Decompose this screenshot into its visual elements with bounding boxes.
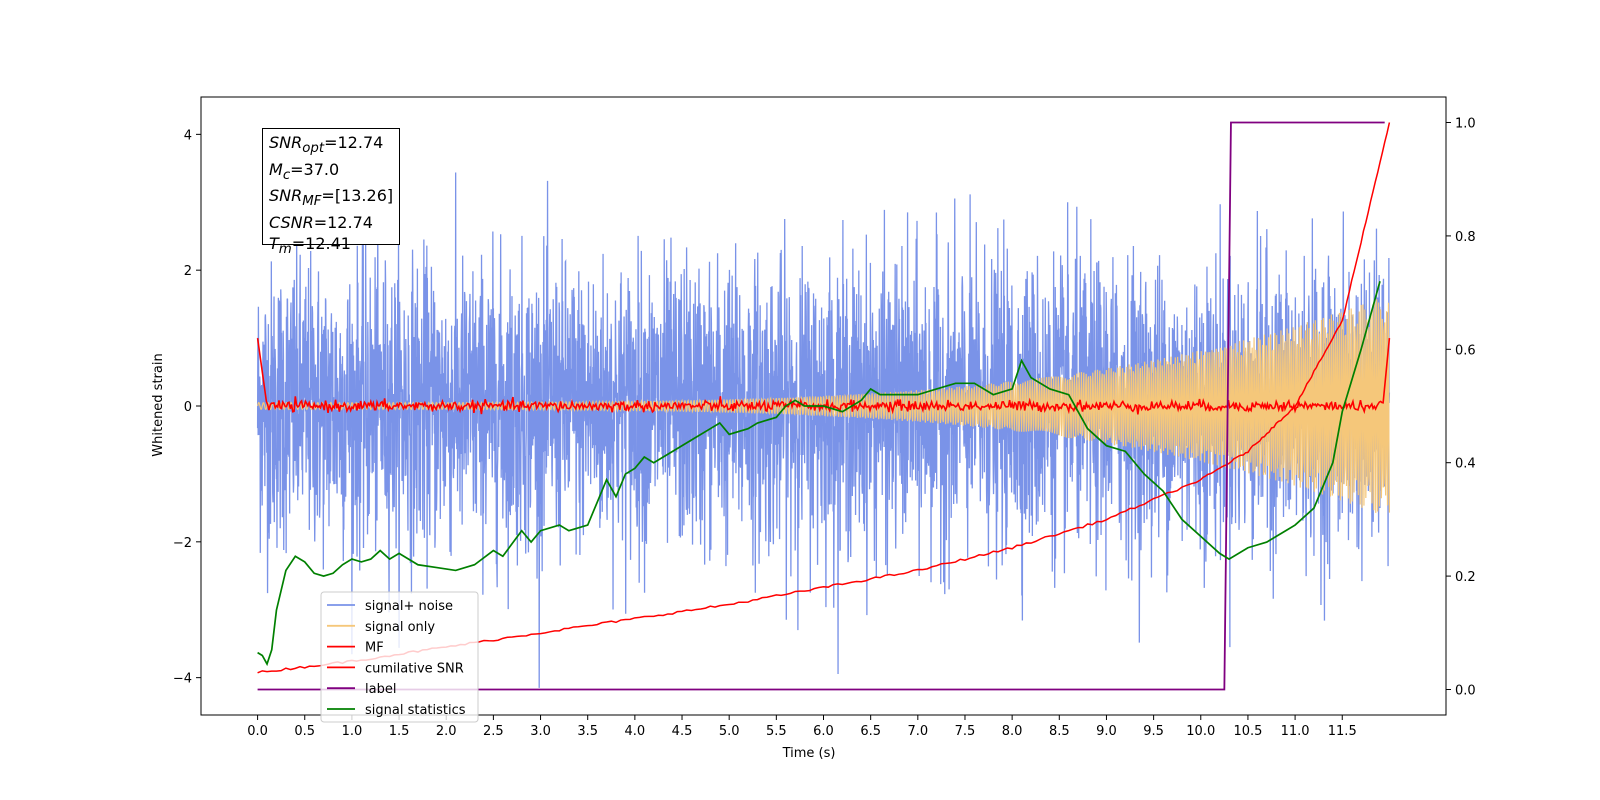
info-line-snr-mf: SNRMF=[13.26]: [269, 186, 393, 213]
legend-label: MF: [365, 641, 384, 656]
info-symbol: SNR: [269, 186, 303, 206]
legend-box: [320, 591, 479, 723]
x-tick-label: 8.5: [1049, 724, 1070, 739]
x-tick-label: 9.5: [1143, 724, 1164, 739]
x-tick-label: 7.0: [907, 724, 928, 739]
y-tick-label: 4: [184, 128, 192, 143]
legend-label: signal only: [365, 620, 435, 635]
legend-label: cumilative SNR: [365, 661, 464, 676]
y-axis-label: Whitened strain: [151, 353, 166, 456]
info-symbol: SNR: [269, 133, 303, 152]
x-tick-label: 11.0: [1281, 724, 1310, 739]
y2-tick-label: 1.0: [1455, 117, 1476, 132]
x-tick-label: 6.0: [813, 724, 834, 739]
info-symbol: T: [269, 233, 279, 253]
legend-label: signal statistics: [365, 703, 466, 718]
y-tick-label: 2: [184, 264, 192, 279]
x-axis-label: Time (s): [782, 746, 836, 761]
info-line-csnr: CSNR=12.74: [269, 213, 393, 234]
series-signal-statistics: [257, 281, 1381, 667]
info-value: =12.41: [291, 233, 351, 253]
info-value: =12.74: [324, 133, 384, 152]
legend: signal+ noise signal only MF cumilative SNR…: [320, 591, 479, 723]
y-tick-label: −4: [173, 672, 192, 687]
x-tick-label: 9.0: [1096, 724, 1117, 739]
y2-tick-label: 0.2: [1455, 570, 1476, 585]
x-tick-label: 5.5: [766, 724, 787, 739]
info-value: =12.74: [313, 213, 373, 233]
info-symbol: CSNR: [269, 213, 314, 233]
x-tick-label: 1.5: [389, 724, 410, 739]
x-tick-label: 1.0: [342, 724, 363, 739]
x-tick-label: 3.5: [577, 724, 598, 739]
y2-tick-label: 0.8: [1455, 230, 1476, 245]
legend-label: signal+ noise: [365, 599, 453, 614]
info-subscript: c: [282, 167, 291, 183]
y-tick-label: 0: [184, 400, 192, 415]
x-tick-label: 5.0: [719, 724, 740, 739]
info-line-snr-opt: SNRopt=12.74: [269, 133, 393, 160]
y2-tick-label: 0.4: [1455, 457, 1476, 472]
x-tick-label: 4.0: [625, 724, 646, 739]
x-tick-label: 2.5: [483, 724, 504, 739]
info-subscript: m: [278, 241, 292, 257]
y2-tick-label: 0.6: [1455, 343, 1476, 358]
x-tick-label: 6.5: [860, 724, 881, 739]
x-tick-label: 4.5: [672, 724, 693, 739]
y-tick-label: −2: [173, 536, 192, 551]
label-line: [257, 121, 1385, 691]
y2-tick-label: 0.0: [1455, 683, 1476, 698]
x-tick-label: 0.0: [247, 724, 268, 739]
x-tick-label: 10.5: [1233, 724, 1262, 739]
series-label: [257, 121, 1385, 691]
x-tick-label: 7.5: [955, 724, 976, 739]
info-value: =[13.26]: [321, 186, 394, 206]
x-tick-label: 10.0: [1186, 724, 1215, 739]
legend-label: label: [365, 682, 396, 697]
x-axis: 0.0 0.5 1.0 1.5 2.0 2.5 3.0 3.5 4.0 4.5 5.0 5.5 6.0 6…: [247, 715, 1357, 739]
x-tick-label: 11.5: [1328, 724, 1357, 739]
x-tick-label: 0.5: [294, 724, 315, 739]
x-tick-label: 8.0: [1002, 724, 1023, 739]
snr-info-box: SNRopt=12.74 Mc=37.0 SNRMF=[13.26] CSNR=…: [262, 128, 400, 257]
info-subscript: MF: [302, 194, 322, 210]
info-value: =37.0: [290, 159, 340, 179]
info-line-tm: Tm=12.41: [269, 234, 393, 261]
info-symbol: M: [269, 159, 283, 179]
y-axis-left: 4 2 0 −2 −4: [173, 128, 201, 687]
x-tick-label: 2.0: [436, 724, 457, 739]
y-axis-right: 1.0 0.8 0.6 0.4 0.2 0.0: [1446, 117, 1476, 698]
info-subscript: opt: [302, 141, 325, 157]
x-tick-label: 3.0: [530, 724, 551, 739]
info-line-mc: Mc=37.0: [269, 160, 393, 187]
signal-statistics-line: [257, 281, 1381, 667]
